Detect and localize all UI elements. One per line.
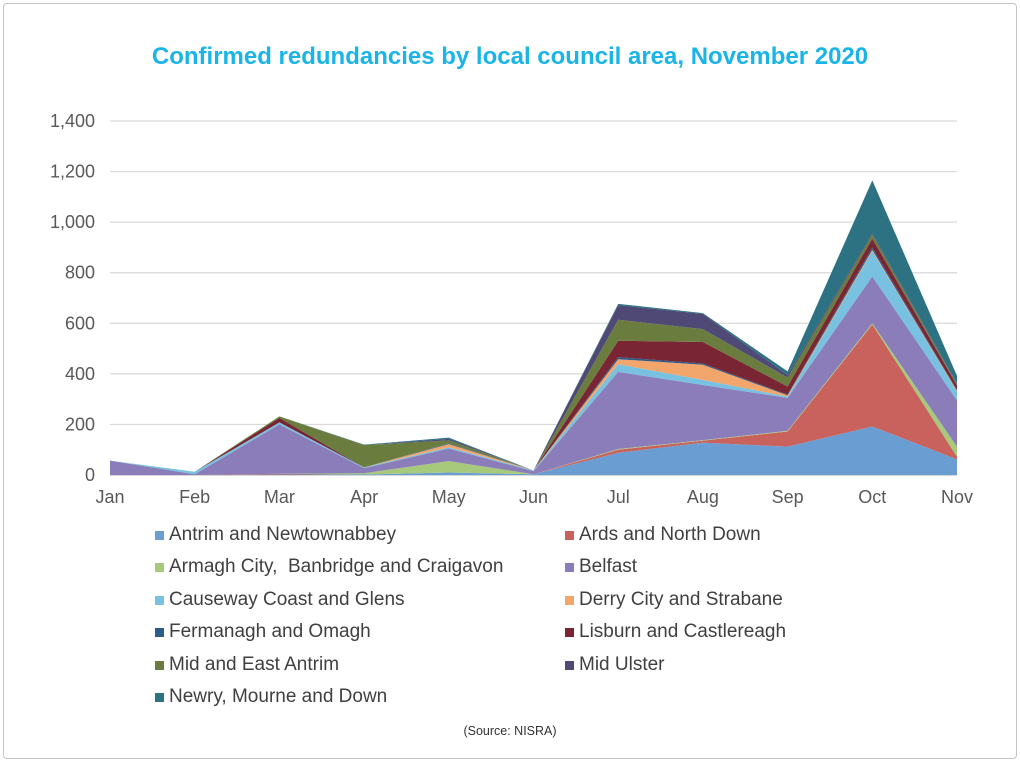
area-belfast bbox=[110, 276, 957, 475]
legend-label: Mid and East Antrim bbox=[169, 653, 340, 675]
chart-frame bbox=[3, 3, 1017, 759]
x-axis-labels: Jan Feb Mar Apr May Jun Jul Aug Sep Oct Nov bbox=[95, 487, 973, 507]
legend-swatch bbox=[155, 693, 164, 702]
legend-item-ards-and-north-down: Ards and North Down bbox=[565, 523, 985, 547]
legend-label: Antrim and Newtownabbey bbox=[169, 524, 397, 545]
y-tick-label: 200 bbox=[65, 414, 95, 434]
x-tick-label: Aug bbox=[687, 487, 719, 507]
area-antrim-and-newtownabbey bbox=[110, 426, 957, 475]
y-tick-label: 1,000 bbox=[50, 212, 95, 232]
legend-swatch bbox=[155, 531, 164, 540]
x-tick-label: Feb bbox=[179, 487, 210, 507]
legend-item-belfast: Belfast bbox=[565, 555, 985, 579]
legend-label: Newry, Mourne and Down bbox=[169, 686, 388, 707]
y-tick-label: 0 bbox=[85, 465, 95, 485]
legend-swatch bbox=[155, 660, 164, 670]
x-tick-label: Oct bbox=[858, 487, 886, 507]
x-tick-label: Mar bbox=[264, 487, 295, 507]
legend-swatch bbox=[155, 595, 164, 605]
legend-item-lisburn-and-castlereagh: Lisburn and Castlereagh bbox=[565, 620, 985, 644]
x-tick-label: May bbox=[432, 487, 466, 507]
legend-label: Mid Ulster bbox=[579, 653, 665, 675]
area-newry-mourne-and-down bbox=[110, 180, 957, 472]
y-tick-label: 1,400 bbox=[50, 111, 95, 131]
chart-title: Confirmed redundancies by local council … bbox=[151, 43, 869, 70]
legend-label: Ards and North Down bbox=[579, 524, 761, 545]
legend-item-causeway-coast-and-glens: Causeway Coast and Glens bbox=[155, 588, 575, 612]
y-tick-label: 400 bbox=[65, 364, 95, 384]
legend-swatch bbox=[565, 628, 574, 638]
legend-swatch bbox=[565, 563, 574, 573]
area-causeway-coast-and-glens bbox=[110, 251, 957, 475]
legend-swatch bbox=[565, 660, 574, 670]
legend-swatch bbox=[155, 563, 164, 573]
x-tick-label: Jun bbox=[519, 487, 548, 507]
x-tick-label: Sep bbox=[772, 487, 804, 507]
legend-swatch bbox=[565, 595, 574, 605]
y-tick-label: 800 bbox=[65, 263, 95, 283]
legend-label: Causeway Coast and Glens bbox=[169, 588, 405, 610]
legend-swatch bbox=[565, 531, 574, 540]
x-tick-label: Jul bbox=[607, 487, 630, 507]
y-axis-labels: 0 200 400 600 800 1,000 1,200 1,400 bbox=[50, 111, 95, 485]
legend-label: Armagh City, Banbridge and Craigavon bbox=[169, 556, 504, 578]
legend-label: Belfast bbox=[579, 556, 638, 578]
legend-item-antrim-and-newtownabbey: Antrim and Newtownabbey bbox=[155, 523, 575, 547]
legend: Antrim and Newtownabbey Ards and North Do… bbox=[0, 512, 1020, 712]
chart-plot: 0 200 400 600 800 1,000 1,200 1,400 Jan Feb Mar Ap… bbox=[50, 111, 973, 507]
legend-item-fermanagh-and-omagh: Fermanagh and Omagh bbox=[155, 620, 575, 644]
x-tick-label: Apr bbox=[350, 487, 378, 507]
y-tick-label: 1,200 bbox=[50, 162, 95, 182]
legend-item-armagh-city-banbridge-and-craigavon: Armagh City, Banbridge and Craigavon bbox=[155, 555, 575, 579]
legend-label: Derry City and Strabane bbox=[579, 588, 783, 610]
legend-label: Fermanagh and Omagh bbox=[169, 621, 371, 643]
legend-item-derry-city-and-strabane: Derry City and Strabane bbox=[565, 588, 985, 612]
legend-swatch bbox=[155, 628, 164, 638]
legend-item-newry-mourne-and-down: Newry, Mourne and Down bbox=[155, 685, 575, 709]
legend-label: Lisburn and Castlereagh bbox=[579, 621, 787, 643]
source-note: (Source: NISRA) bbox=[463, 724, 557, 738]
stacked-areas bbox=[110, 180, 957, 475]
legend-item-mid-and-east-antrim: Mid and East Antrim bbox=[155, 653, 575, 677]
legend-item-mid-ulster: Mid Ulster bbox=[565, 653, 985, 677]
x-tick-label: Nov bbox=[941, 487, 973, 507]
area-ards-and-north-down bbox=[110, 324, 957, 475]
x-tick-label: Jan bbox=[95, 487, 124, 507]
y-tick-label: 600 bbox=[65, 313, 95, 333]
